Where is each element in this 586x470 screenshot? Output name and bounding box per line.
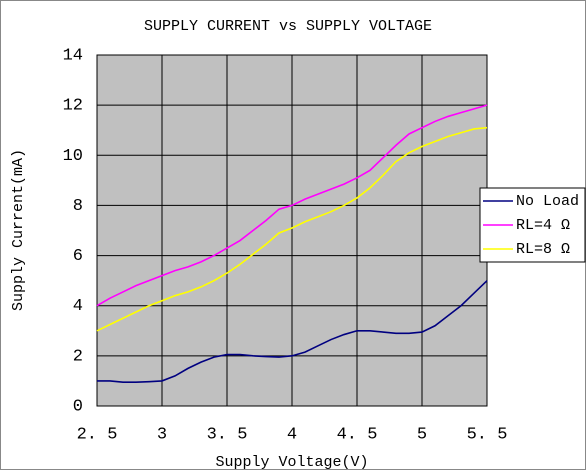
y-tick-label: 4 bbox=[73, 297, 83, 316]
x-tick-label: 5. 5 bbox=[467, 425, 508, 444]
x-tick-label: 5 bbox=[417, 425, 427, 444]
y-tick-label: 10 bbox=[63, 147, 83, 166]
x-tick-label: 3. 5 bbox=[207, 425, 248, 444]
data-line bbox=[97, 280, 488, 383]
y-tick-label: 6 bbox=[73, 247, 83, 266]
y-tick-label: 14 bbox=[63, 46, 83, 65]
x-tick-label: 4 bbox=[287, 425, 297, 444]
y-axis-label: Supply Current(mA) bbox=[10, 149, 27, 311]
legend-label: No Load bbox=[516, 193, 579, 210]
legend-label: RL=4 Ω bbox=[516, 217, 570, 234]
x-tick-label: 3 bbox=[157, 425, 167, 444]
legend-label: RL=8 Ω bbox=[516, 241, 570, 258]
x-tick-label: 2. 5 bbox=[77, 425, 118, 444]
y-tick-label: 12 bbox=[63, 97, 83, 116]
x-axis-label: Supply Voltage(V) bbox=[215, 454, 368, 470]
chart-title: SUPPLY CURRENT vs SUPPLY VOLTAGE bbox=[144, 18, 432, 35]
x-tick-label: 4. 5 bbox=[337, 425, 378, 444]
y-tick-label: 8 bbox=[73, 197, 83, 216]
y-tick-label: 2 bbox=[73, 347, 83, 366]
data-line bbox=[96, 104, 488, 307]
y-tick-label: 0 bbox=[73, 397, 83, 416]
data-line bbox=[96, 126, 488, 332]
